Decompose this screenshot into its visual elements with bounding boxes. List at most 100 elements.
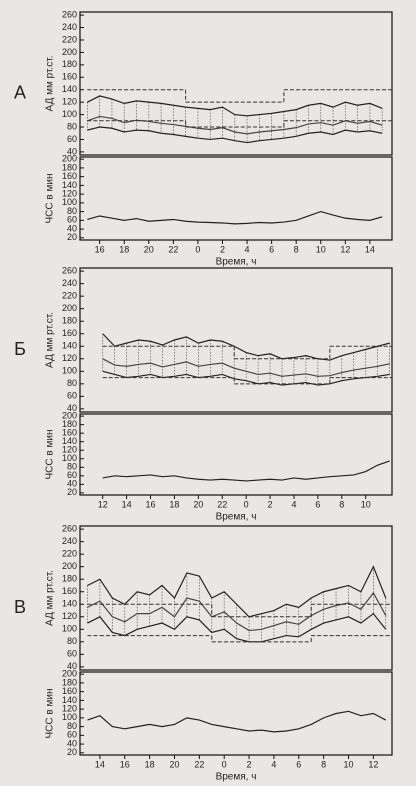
y-tick-label: 80 [67,121,77,131]
y-axis-label: АД мм рт.ст. [45,56,56,112]
y-tick-label: 160 [62,328,77,338]
y-tick-label: 60 [67,391,77,401]
y-tick-label: 200 [62,411,77,421]
x-tick-label: 2 [247,759,252,769]
y-tick-label: 260 [62,524,77,534]
y-tick-label: 100 [62,197,77,207]
y-tick-label: 180 [62,59,77,69]
x-tick-label: 18 [169,499,179,509]
x-tick-label: 20 [169,759,179,769]
y-tick-label: 120 [62,611,77,621]
y-tick-label: 80 [67,462,77,472]
x-tick-label: 10 [343,759,353,769]
y-tick-label: 100 [62,109,77,119]
x-tick-label: 18 [145,759,155,769]
series-line [87,126,383,144]
y-tick-label: 160 [62,586,77,596]
x-tick-label: 14 [365,244,375,254]
series-line [87,565,387,618]
y-axis-label: ЧСС в мин [45,689,56,739]
y-tick-label: 100 [62,624,77,634]
x-tick-label: 2 [268,499,273,509]
y-tick-label: 40 [67,738,77,748]
x-tick-label: 4 [291,499,296,509]
y-axis-label: ЧСС в мин [45,430,56,480]
y-axis-label: АД мм рт.ст. [45,312,56,368]
y-tick-label: 140 [62,599,77,609]
x-tick-label: 8 [321,759,326,769]
x-tick-label: 0 [222,759,227,769]
series-line [87,210,383,225]
y-tick-label: 80 [67,206,77,216]
x-tick-label: 10 [316,244,326,254]
y-tick-label: 60 [67,134,77,144]
y-tick-label: 200 [62,154,77,164]
y-tick-label: 120 [62,353,77,363]
y-tick-label: 120 [62,445,77,455]
x-tick-label: 10 [361,499,371,509]
y-tick-label: 60 [67,730,77,740]
series-line [102,460,390,482]
series-line [87,710,387,733]
y-tick-label: 40 [67,146,77,156]
y-tick-label: 120 [62,704,77,714]
panel-letter: В [14,597,26,617]
y-tick-label: 120 [62,97,77,107]
x-tick-label: 0 [244,499,249,509]
x-tick-label: 4 [271,759,276,769]
y-tick-label: 80 [67,721,77,731]
series-line [87,612,387,643]
y-tick-label: 260 [62,9,77,19]
x-tick-label: 22 [168,244,178,254]
x-tick-label: 6 [296,759,301,769]
series-line [102,370,390,386]
plot-frame [79,267,393,413]
x-tick-label: 6 [269,244,274,254]
y-tick-label: 100 [62,712,77,722]
y-tick-label: 160 [62,171,77,181]
y-tick-label: 20 [67,232,77,242]
x-tick-label: 4 [245,244,250,254]
x-tick-label: 22 [194,759,204,769]
series-line [87,95,383,117]
y-tick-label: 140 [62,341,77,351]
y-tick-label: 160 [62,428,77,438]
x-axis-label: Время, ч [216,257,257,268]
y-tick-label: 140 [62,180,77,190]
plot-frame [79,11,393,156]
y-tick-label: 240 [62,278,77,288]
y-tick-label: 180 [62,162,77,172]
y-tick-label: 40 [67,223,77,233]
y-tick-label: 180 [62,419,77,429]
x-tick-label: 22 [217,499,227,509]
y-tick-label: 220 [62,34,77,44]
x-tick-label: 12 [368,759,378,769]
x-tick-label: 6 [315,499,320,509]
y-axis-label: АД мм рт.ст. [45,570,56,626]
x-tick-label: 8 [339,499,344,509]
x-tick-label: 20 [144,244,154,254]
plot-frame [79,525,393,671]
y-tick-label: 260 [62,266,77,276]
x-tick-label: 0 [195,244,200,254]
x-tick-label: 14 [122,499,132,509]
y-tick-label: 20 [67,747,77,757]
y-tick-label: 140 [62,695,77,705]
panel-letter: Б [14,339,26,359]
x-tick-label: 16 [95,244,105,254]
y-tick-label: 180 [62,677,77,687]
x-tick-label: 8 [294,244,299,254]
y-tick-label: 100 [62,366,77,376]
y-tick-label: 60 [67,649,77,659]
series-line [87,115,383,135]
x-tick-label: 12 [98,499,108,509]
y-tick-label: 120 [62,189,77,199]
x-tick-label: 18 [119,244,129,254]
y-tick-label: 60 [67,470,77,480]
y-tick-label: 100 [62,453,77,463]
y-tick-label: 80 [67,378,77,388]
x-tick-label: 16 [146,499,156,509]
y-tick-label: 80 [67,636,77,646]
